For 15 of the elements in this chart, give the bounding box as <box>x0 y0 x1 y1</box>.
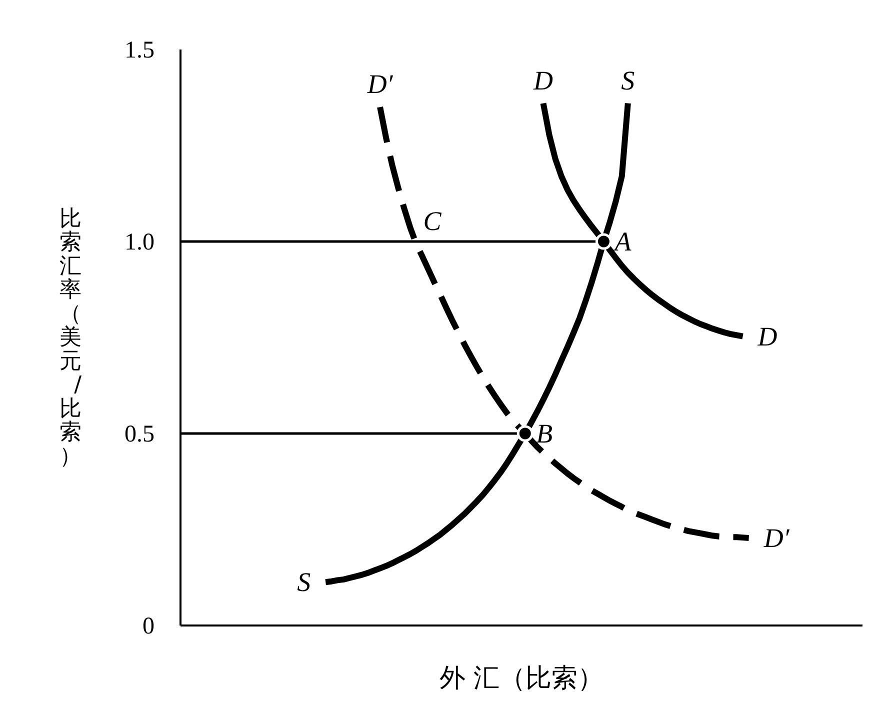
series-label: D′ <box>762 522 790 553</box>
text: D′ <box>367 69 393 100</box>
y-tick-label: 0.5 <box>124 422 154 448</box>
data-label: B <box>536 418 553 448</box>
y-tick-label: 1.0 <box>124 230 154 256</box>
y-tick-label: 1.5 <box>124 38 154 64</box>
x-axis-title: 外 汇（比索） <box>439 664 604 694</box>
y-tick-label: 0 <box>142 614 154 640</box>
text: S <box>297 567 311 598</box>
text: 比索汇率（美元/比索） <box>60 206 82 469</box>
series-label: D <box>532 65 554 96</box>
text: D <box>758 321 778 352</box>
series-label: S <box>621 65 636 96</box>
data-label: A <box>612 226 632 256</box>
data-label: C <box>423 206 442 236</box>
